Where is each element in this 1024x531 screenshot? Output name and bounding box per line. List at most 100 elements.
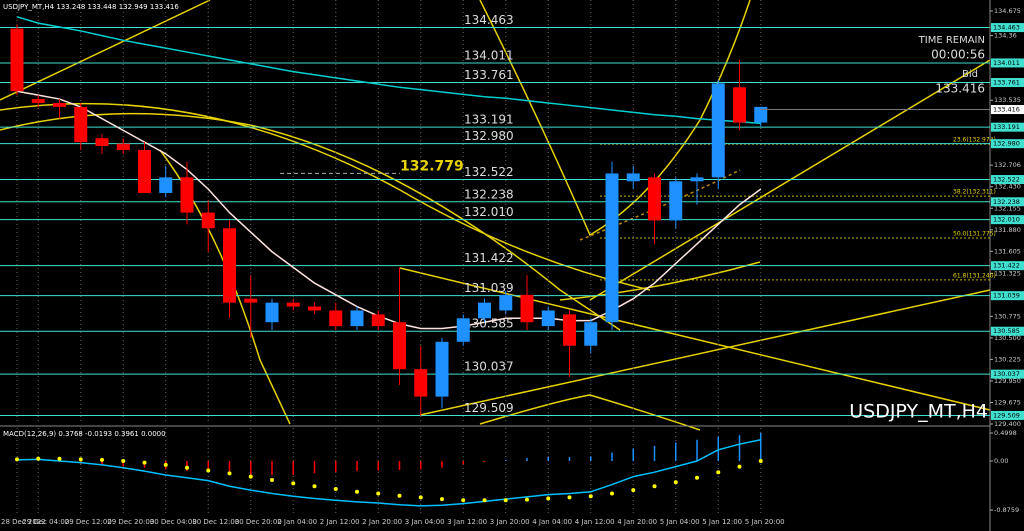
y-tick-label: 134.36 <box>994 32 1017 40</box>
candle-body <box>669 181 683 221</box>
bollinger <box>479 0 751 237</box>
level-label: 132.010 <box>464 205 514 219</box>
level-label: 130.037 <box>464 360 514 374</box>
macd-title: MACD(12,26,9) 0.3768 -0.0193 0.3961 0.00… <box>3 430 166 438</box>
macd-signal-dot <box>57 456 62 461</box>
macd-signal-dot <box>312 484 317 489</box>
x-tick-label: 2 Jan 12:00 <box>320 518 360 526</box>
y-tick-label: 129.950 <box>994 377 1021 385</box>
candle-body <box>223 228 236 303</box>
macd-signal-dot <box>695 475 699 480</box>
y-tick-label: 129.400 <box>994 420 1021 428</box>
x-tick-label: 30 Dec 04:00 <box>150 518 197 526</box>
macd-signal-dot <box>482 498 487 503</box>
macd-signal-dot <box>227 471 232 476</box>
level-tag <box>991 410 1024 420</box>
macd-line <box>16 438 761 507</box>
level-label: 132.522 <box>464 165 514 179</box>
x-tick-label: 30 Dec 12:00 <box>192 518 239 526</box>
marker-label: 132.779 <box>400 158 464 174</box>
level-tag <box>991 215 1024 225</box>
level-tag-label: 130.585 <box>993 327 1020 335</box>
macd-tick-label: 0.00 <box>994 457 1008 465</box>
macd-signal-dot <box>15 457 19 462</box>
x-tick-label: 4 Jan 20:00 <box>617 518 657 526</box>
fib-label: 23.6(132.974) <box>953 137 996 144</box>
macd-signal-dot <box>716 470 721 475</box>
fib-label: 61.8(131.240) <box>953 272 996 279</box>
candle-body <box>393 322 406 370</box>
macd-signal-dot <box>546 496 551 501</box>
candle-body <box>10 28 24 92</box>
candle-body <box>201 212 215 229</box>
level-label: 132.980 <box>464 129 514 143</box>
candle-body <box>520 294 534 323</box>
macd-tick-label: -0.8759 <box>994 506 1019 514</box>
bollinger <box>159 149 291 425</box>
level-label: 133.761 <box>464 68 514 82</box>
time-remain-label: TIME REMAIN <box>918 35 985 46</box>
macd-signal-dot <box>440 497 444 502</box>
macd-signal-dot <box>567 495 572 500</box>
candle-body <box>626 173 640 182</box>
macd-tick-label: 0.4998 <box>994 429 1017 437</box>
bid-tag <box>991 105 1024 115</box>
chart-title: USDJPY_MT,H4 133.248 133.448 132.949 133… <box>3 3 179 11</box>
macd-signal-dot <box>248 474 253 479</box>
x-tick-label: 28 Dec 2022 <box>1 518 46 526</box>
candle-body <box>690 177 704 182</box>
level-tag <box>991 78 1024 88</box>
level-tag <box>991 369 1024 379</box>
candle-body <box>711 83 725 178</box>
y-tick-label: 132.155 <box>994 204 1021 212</box>
y-tick-label: 130.225 <box>994 355 1021 363</box>
y-tick-label: 134.675 <box>994 7 1021 15</box>
trend-line <box>419 289 991 416</box>
level-label: 130.585 <box>464 317 514 331</box>
level-tag-label: 130.037 <box>993 370 1020 378</box>
level-tag-label: 132.010 <box>993 216 1020 224</box>
level-tag-label: 132.238 <box>993 198 1020 206</box>
trend-line <box>399 267 991 411</box>
candle-body <box>265 302 279 323</box>
level-tag <box>991 139 1024 149</box>
x-tick-label: 3 Jan 20:00 <box>490 518 530 526</box>
x-tick-label: 29 Dec 20:00 <box>107 518 154 526</box>
candle-body <box>244 298 258 303</box>
watermark: USDJPY_MT,H4 <box>849 401 988 423</box>
candle-body <box>31 99 45 103</box>
candle-body <box>286 302 300 307</box>
macd-signal-dot <box>121 458 126 463</box>
bid-label: Bid <box>962 69 978 80</box>
macd-signal-dot <box>100 457 104 462</box>
level-label: 134.463 <box>464 13 514 27</box>
fib-label: 50.0(131.775) <box>953 231 996 238</box>
macd-signal-dot <box>588 494 593 499</box>
y-tick-label: 133.535 <box>994 96 1021 104</box>
x-tick-label: 3 Jan 04:00 <box>405 518 445 526</box>
macd-signal-dot <box>503 498 508 503</box>
level-tag <box>991 122 1024 132</box>
macd-signal-dot <box>673 480 678 485</box>
macd-signal-dot <box>270 478 274 483</box>
candle-body <box>329 310 343 327</box>
level-tag <box>991 326 1024 336</box>
candle-body <box>605 173 619 323</box>
bollinger <box>479 394 701 431</box>
bid-value: 133.416 <box>935 82 985 96</box>
candle-body <box>584 322 598 346</box>
candle-body <box>350 310 364 327</box>
x-tick-label: 2 Jan 04:00 <box>277 518 317 526</box>
macd-signal-dot <box>737 464 742 469</box>
candle-body <box>159 177 173 194</box>
candle-body <box>733 87 746 123</box>
macd-signal-dot <box>525 497 529 502</box>
x-tick-label: 2 Jan 20:00 <box>362 518 402 526</box>
y-tick-label: 131.880 <box>994 226 1021 234</box>
candle-body <box>648 177 661 221</box>
bollinger <box>559 261 761 301</box>
y-tick-label: 130.500 <box>994 334 1021 342</box>
macd-signal-dot <box>163 462 168 467</box>
candle-body <box>754 106 768 123</box>
candle-body <box>541 310 555 327</box>
